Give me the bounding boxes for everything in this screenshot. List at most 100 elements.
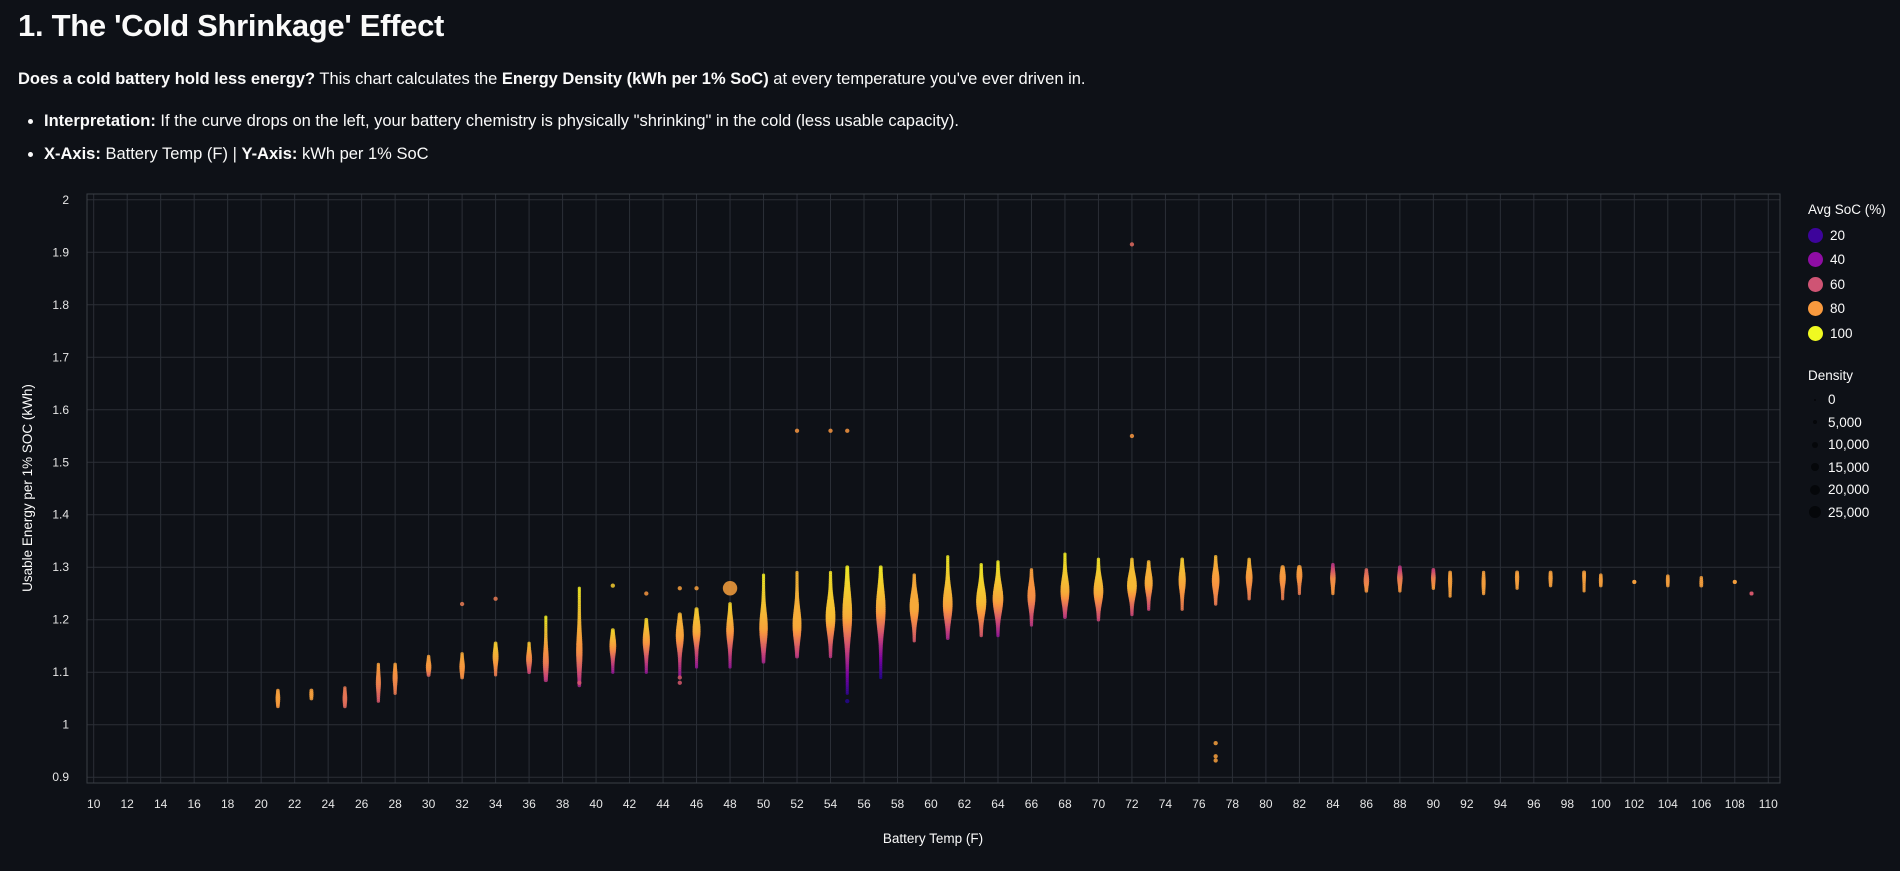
x-tick-label: 72 <box>1125 797 1139 811</box>
legend-size-item: 15,000 <box>1808 456 1886 479</box>
outlier-point <box>493 596 498 601</box>
x-tick-label: 22 <box>288 797 302 811</box>
data-point <box>828 570 833 575</box>
data-point <box>610 628 615 633</box>
strip-temp-73 <box>1144 560 1153 611</box>
y-tick-label: 2 <box>62 193 69 207</box>
outlier-point <box>677 675 682 680</box>
x-tick-label: 98 <box>1561 797 1575 811</box>
x-tick-label: 68 <box>1058 797 1072 811</box>
strip-temp-79 <box>1245 557 1253 601</box>
strip-temp-95 <box>1514 570 1520 590</box>
x-tick-label: 36 <box>522 797 536 811</box>
axis-ticks: 10 12 14 16 18 20 22 24 26 28 30 32 34 36 38 40 42 44 46 48… <box>52 193 1778 811</box>
x-tick-label: 80 <box>1259 797 1273 811</box>
plot-frame <box>86 193 1781 784</box>
intro-part: Does a cold battery hold less energy? <box>18 70 316 88</box>
y-tick-label: 0.9 <box>52 770 69 784</box>
y-tick-label: 1.4 <box>52 508 69 522</box>
strip-temp-90 <box>1430 568 1436 590</box>
data-point <box>1063 552 1067 556</box>
bullet-label: X-Axis: <box>44 145 101 163</box>
size-swatch-icon <box>1809 506 1821 519</box>
data-point <box>1665 574 1670 578</box>
x-axis-label: Battery Temp (F) <box>883 831 983 846</box>
strip-temp-77 <box>1211 555 1220 606</box>
data-point <box>343 686 347 690</box>
data-point <box>1130 557 1134 562</box>
x-tick-label: 10 <box>87 797 101 811</box>
strip-temp-97 <box>1548 570 1553 588</box>
strip-temp-99 <box>1582 570 1587 593</box>
strip-temp-66 <box>1027 568 1036 627</box>
x-tick-label: 26 <box>355 797 369 811</box>
y-tick-label: 1.1 <box>52 665 69 679</box>
bullet-text: kWh per 1% SoC <box>297 145 429 163</box>
x-tick-label: 42 <box>623 797 637 811</box>
data-point <box>1431 568 1436 572</box>
data-point <box>1297 564 1302 570</box>
x-tick-label: 102 <box>1624 797 1644 811</box>
data-point <box>1548 570 1553 575</box>
strip-temp-75 <box>1178 557 1186 611</box>
data-point <box>878 565 883 570</box>
x-tick-label: 104 <box>1658 797 1678 811</box>
strip-temp-27 <box>375 662 382 703</box>
size-swatch-icon <box>1812 441 1818 448</box>
strip-temp-93 <box>1481 570 1486 596</box>
strip-temp-52 <box>792 570 802 659</box>
data-point <box>1331 562 1335 567</box>
x-tick-label: 46 <box>690 797 704 811</box>
strip-temp-63 <box>976 562 987 638</box>
data-point <box>795 570 799 575</box>
legend: Avg SoC (%) 20 40 60 80 100 Density 0 5,000 10… <box>1808 202 1886 524</box>
strip-temp-54 <box>825 570 836 659</box>
data-point <box>460 652 464 656</box>
outlier-point <box>845 698 850 704</box>
color-swatch-icon <box>1808 301 1823 317</box>
legend-size-item: 10,000 <box>1808 434 1886 457</box>
legend-size-title: Density <box>1808 367 1854 383</box>
strip-temp-41 <box>609 628 617 674</box>
x-tick-label: 54 <box>824 797 838 811</box>
legend-color-item: 20 <box>1808 223 1886 248</box>
outlier-point <box>577 680 582 685</box>
x-tick-label: 52 <box>790 797 804 811</box>
legend-color-item: 80 <box>1808 297 1886 322</box>
data-point <box>376 662 381 667</box>
y-tick-label: 1.8 <box>52 298 69 312</box>
strip-temp-64 <box>992 560 1004 638</box>
x-tick-label: 108 <box>1725 797 1745 811</box>
x-tick-label: 70 <box>1092 797 1106 811</box>
intro-part: This chart calculates the <box>315 70 502 88</box>
outlier-point <box>1129 242 1135 247</box>
outlier-point <box>1213 754 1218 759</box>
strip-temp-55 <box>842 565 853 695</box>
strip-temp-57 <box>875 565 886 680</box>
x-tick-label: 90 <box>1427 797 1441 811</box>
strip-temp-108 <box>1732 579 1737 584</box>
grid <box>87 194 1780 783</box>
legend-label: 5,000 <box>1828 414 1862 430</box>
bullet-text: Battery Temp (F) | <box>100 145 242 163</box>
legend-size-item: 25,000 <box>1808 501 1886 524</box>
legend-label: 20,000 <box>1828 482 1870 498</box>
x-tick-label: 34 <box>489 797 503 811</box>
data-point <box>309 688 314 693</box>
data-point <box>393 662 397 667</box>
color-swatch-icon <box>1808 252 1823 268</box>
strip-temp-48 <box>726 602 734 669</box>
x-tick-label: 96 <box>1527 797 1541 811</box>
strip-temp-21 <box>275 688 281 709</box>
x-tick-label: 110 <box>1759 797 1778 811</box>
strip-temp-86 <box>1363 568 1370 593</box>
legend-label: 25,000 <box>1828 504 1870 520</box>
outlier-point <box>794 428 800 433</box>
x-tick-label: 12 <box>121 797 135 811</box>
data-point <box>912 573 916 577</box>
x-tick-label: 60 <box>924 797 938 811</box>
strip-temp-88 <box>1397 565 1403 593</box>
strip-temp-36 <box>526 641 533 675</box>
legend-label: 80 <box>1830 301 1846 317</box>
